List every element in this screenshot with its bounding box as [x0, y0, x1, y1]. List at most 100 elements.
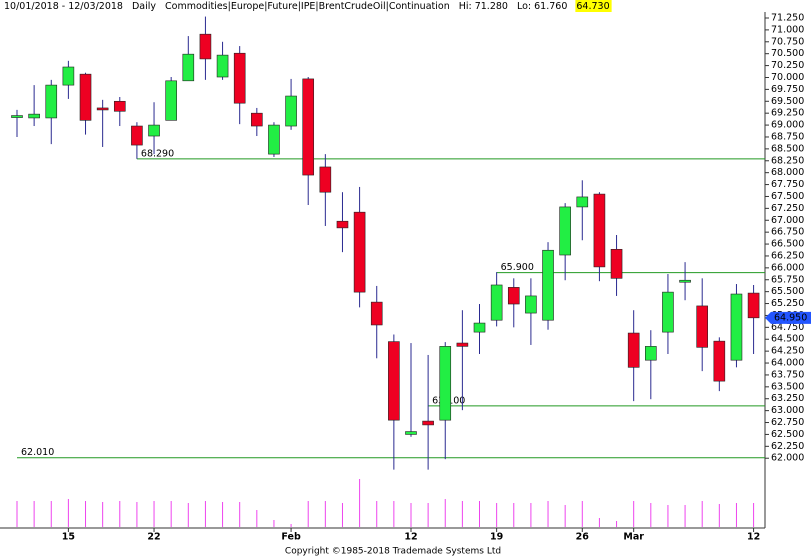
- x-tick-label: 22: [147, 532, 160, 543]
- candle-body: [627, 332, 640, 368]
- candle-body: [336, 220, 349, 229]
- y-tick-label: 67.000: [771, 215, 804, 226]
- candle-body: [319, 166, 332, 193]
- y-tick-label: 66.750: [771, 227, 804, 238]
- level-label: 65.900: [501, 262, 534, 273]
- y-tick-label: 69.500: [771, 96, 804, 107]
- candle-body: [353, 211, 366, 293]
- y-tick-label: 70.500: [771, 48, 804, 59]
- candle-body: [199, 33, 212, 60]
- level-label: 62.010: [21, 447, 54, 458]
- y-tick-label: 68.500: [771, 143, 804, 154]
- y-tick-label: 71.250: [771, 12, 804, 23]
- y-tick-label: 69.250: [771, 108, 804, 119]
- candle-body: [593, 193, 606, 268]
- x-tick-label: Mar: [623, 532, 644, 543]
- candle-body: [730, 293, 743, 361]
- candle-body: [747, 292, 760, 319]
- y-tick-label: 68.750: [771, 131, 804, 142]
- candle-body: [525, 295, 537, 314]
- y-tick-label: 68.000: [771, 167, 804, 178]
- candle-body: [456, 342, 469, 347]
- y-tick-label: 67.250: [771, 203, 804, 214]
- candle-body: [302, 78, 315, 176]
- x-tick-label: 12: [404, 532, 417, 543]
- y-tick-label: 70.750: [771, 36, 804, 47]
- candle-body: [370, 301, 383, 326]
- y-tick-label: 64.750: [771, 322, 804, 333]
- candle-body: [148, 124, 160, 137]
- candle-body: [473, 322, 486, 333]
- y-tick-label: 71.000: [771, 24, 804, 35]
- candle-body: [233, 52, 246, 104]
- candle-body: [713, 340, 726, 382]
- y-tick-label: 64.250: [771, 346, 804, 357]
- candle-body: [576, 196, 589, 208]
- header-period: Daily: [132, 1, 156, 12]
- header-symbol: Commodities|Europe|Future|IPE|BrentCrude…: [165, 1, 450, 12]
- y-tick-label: 65.500: [771, 286, 804, 297]
- footer: Copyright ©1985-2018 Trademade Systems L…: [285, 547, 501, 557]
- header-range: 10/01/2018 - 12/03/2018: [4, 1, 123, 12]
- candle-body: [96, 107, 109, 111]
- candle-body: [45, 84, 58, 119]
- candle-body: [645, 346, 657, 361]
- y-tick-label: 69.000: [771, 120, 804, 131]
- level-label: 68.290: [141, 148, 174, 159]
- x-tick-label: Feb: [281, 532, 301, 543]
- y-tick-label: 62.000: [771, 453, 804, 464]
- x-tick-label: 26: [576, 532, 590, 543]
- y-tick-label: 70.250: [771, 60, 804, 71]
- candle-body: [405, 431, 417, 435]
- candle-body: [507, 287, 520, 305]
- candle-body: [542, 249, 554, 321]
- candle-body: [422, 420, 434, 426]
- y-tick-label: 62.250: [771, 441, 804, 452]
- y-tick-label: 64.000: [771, 358, 804, 369]
- y-tick-label: 66.000: [771, 262, 804, 273]
- candle-body: [131, 125, 143, 146]
- candle-body: [696, 305, 709, 348]
- candle-body: [28, 113, 40, 119]
- last-price-box: [765, 311, 811, 324]
- candle-body: [439, 346, 452, 421]
- y-tick-label: 64.500: [771, 334, 804, 345]
- y-tick-label: 70.000: [771, 72, 804, 83]
- candle-body: [216, 54, 229, 78]
- candle-body: [490, 284, 503, 321]
- candle-body: [285, 95, 297, 127]
- y-tick-label: 63.750: [771, 369, 804, 380]
- candle-body: [113, 100, 126, 112]
- y-tick-label: 67.750: [771, 179, 804, 190]
- y-tick-label: 66.500: [771, 239, 804, 250]
- y-tick-label: 63.000: [771, 405, 804, 416]
- candle-body: [165, 80, 177, 121]
- x-tick-label: 12: [747, 532, 760, 543]
- y-tick-label: 66.250: [771, 250, 804, 261]
- last-price-label: 64.950: [774, 312, 807, 323]
- header-last: 64.730: [576, 1, 609, 12]
- y-tick-label: 62.750: [771, 417, 804, 428]
- candle-body: [679, 279, 691, 283]
- y-tick-label: 63.500: [771, 381, 804, 392]
- candle-body: [79, 73, 92, 121]
- candle-body: [11, 115, 23, 118]
- candle-body: [388, 341, 400, 421]
- candle-body: [251, 112, 263, 127]
- candle-body: [182, 53, 195, 82]
- x-tick-label: 19: [490, 532, 503, 543]
- candle-body: [62, 66, 75, 86]
- candle-body: [610, 248, 623, 279]
- y-tick-label: 69.750: [771, 84, 804, 95]
- x-tick-label: 15: [62, 532, 75, 543]
- header-highlight: [575, 0, 612, 12]
- y-tick-label: 65.750: [771, 274, 804, 285]
- header-lo: Lo: 61.760: [517, 1, 567, 12]
- y-tick-label: 65.250: [771, 298, 804, 309]
- candle-body: [268, 124, 280, 155]
- y-tick-label: 67.500: [771, 191, 804, 202]
- y-tick-label: 68.250: [771, 155, 804, 166]
- candle-body: [662, 291, 674, 333]
